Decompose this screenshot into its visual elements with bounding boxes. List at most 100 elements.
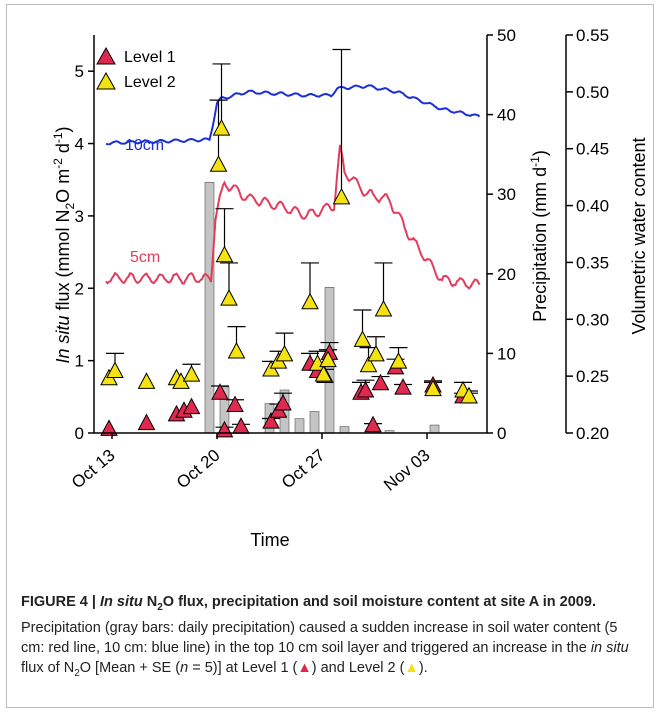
error-bars bbox=[106, 48, 478, 431]
caption-b5: O [Mean + SE ( bbox=[79, 659, 181, 676]
precipitation-axis: 0 10 20 30 40 50 bbox=[486, 26, 516, 443]
x-tick-label: Nov 03 bbox=[380, 446, 433, 495]
left-tick-label: 3 bbox=[75, 207, 84, 226]
level1-point bbox=[274, 393, 292, 411]
level2-point bbox=[227, 341, 246, 359]
caption-level1-symbol: ▲ bbox=[297, 659, 312, 676]
legend-level2-label: Level 2 bbox=[124, 74, 176, 91]
level2-point bbox=[182, 365, 201, 382]
caption-t1: In situ bbox=[100, 594, 143, 610]
caption-b6: n bbox=[180, 659, 189, 676]
figure-frame bbox=[6, 4, 654, 708]
caption-t4: O flux, precipitation and soil moisture … bbox=[162, 594, 596, 610]
vwc-tick-label: 0.25 bbox=[576, 367, 609, 386]
precip-tick-label: 40 bbox=[497, 106, 516, 125]
level1-point bbox=[137, 413, 156, 431]
precip-bar bbox=[339, 426, 350, 434]
precipitation-bars bbox=[204, 181, 440, 434]
figure-caption: FIGURE 4 | In situ N2O flux, precipitati… bbox=[21, 592, 641, 684]
level1-point bbox=[262, 412, 280, 429]
caption-b4: 2 bbox=[74, 667, 80, 679]
level1-point bbox=[100, 419, 118, 436]
left-tick-label: 0 bbox=[75, 424, 84, 443]
left-tick-label: 5 bbox=[75, 62, 84, 81]
level2-point bbox=[209, 155, 228, 172]
level2-point bbox=[220, 289, 238, 306]
vwc-tick-label: 0.20 bbox=[576, 424, 609, 443]
label-10cm: 10cm bbox=[125, 137, 164, 154]
level2-point bbox=[106, 361, 124, 378]
precip-bar bbox=[204, 181, 215, 434]
level2-point bbox=[137, 372, 156, 389]
x-axis-title: Time bbox=[250, 530, 289, 550]
caption-fig-label: FIGURE 4 | bbox=[21, 594, 100, 610]
caption-level2-symbol: ▲ bbox=[404, 659, 419, 676]
x-tick-label: Oct 13 bbox=[68, 446, 119, 493]
soil-moisture-5cm-line bbox=[105, 144, 481, 290]
legend-level2-marker bbox=[96, 71, 116, 90]
precip-bar bbox=[429, 424, 440, 434]
vwc-tick-label: 0.55 bbox=[576, 26, 609, 45]
level1-point bbox=[394, 378, 412, 395]
precip-tick-label: 0 bbox=[497, 424, 506, 443]
left-y-axis: 0 1 2 3 4 5 bbox=[75, 35, 95, 443]
level2-point bbox=[389, 352, 408, 369]
x-tick-label: Oct 27 bbox=[278, 446, 329, 493]
x-axis: Oct 13 Oct 20 Oct 27 Nov 03 bbox=[68, 432, 487, 495]
label-5cm: 5cm bbox=[130, 249, 160, 266]
x-tick-label: Oct 20 bbox=[173, 446, 224, 493]
caption-b3: flux of N bbox=[21, 659, 75, 676]
level1-point bbox=[232, 417, 250, 434]
vwc-axis: 0.20 0.25 0.30 0.35 0.40 0.45 0.50 0.55 bbox=[565, 26, 609, 443]
vwc-tick-label: 0.35 bbox=[576, 253, 609, 272]
caption-t3: 2 bbox=[157, 601, 163, 613]
level2-point bbox=[353, 330, 372, 347]
level2-point bbox=[460, 386, 478, 404]
left-tick-label: 1 bbox=[75, 352, 84, 371]
precip-tick-label: 50 bbox=[497, 26, 516, 45]
flux-markers bbox=[100, 119, 478, 438]
caption-b9: ). bbox=[418, 659, 428, 676]
left-axis-title: In situ flux (mmol N2O m-2 d-1) bbox=[51, 126, 77, 363]
precip-tick-label: 20 bbox=[497, 265, 516, 284]
level2-point bbox=[367, 344, 385, 362]
level2-point bbox=[424, 379, 442, 397]
vwc-tick-label: 0.45 bbox=[576, 140, 609, 159]
level1-point bbox=[182, 397, 201, 415]
vwc-tick-label: 0.50 bbox=[576, 83, 609, 102]
level2-point bbox=[301, 292, 319, 310]
caption-b1: Precipitation (gray bars: daily precipit… bbox=[21, 619, 618, 656]
legend-level1-label: Level 1 bbox=[124, 49, 176, 66]
legend: Level 1 Level 2 bbox=[96, 46, 176, 91]
level2-point bbox=[314, 365, 333, 382]
left-tick-label: 4 bbox=[75, 135, 84, 154]
caption-b7: = 5)] at Level 1 ( bbox=[188, 659, 298, 676]
caption-b8: ) and Level 2 ( bbox=[311, 659, 405, 676]
legend-level1-marker bbox=[96, 46, 116, 65]
level2-point bbox=[215, 245, 234, 263]
soil-moisture-10cm-line bbox=[105, 84, 481, 146]
vwc-tick-label: 0.30 bbox=[576, 310, 609, 329]
level1-point bbox=[364, 415, 382, 433]
precip-axis-title: Precipitation (mm d-1) bbox=[528, 150, 550, 322]
vwc-axis-title: Volumetric water content bbox=[629, 137, 649, 334]
level2-point bbox=[374, 299, 393, 317]
level1-point bbox=[371, 373, 390, 391]
level2-point bbox=[359, 355, 378, 373]
level1-point bbox=[215, 420, 234, 438]
level1-point bbox=[211, 383, 229, 400]
precip-bar bbox=[294, 418, 305, 434]
level2-point bbox=[212, 119, 231, 136]
caption-b2: in situ bbox=[590, 639, 629, 656]
caption-t2: N bbox=[142, 594, 158, 610]
level2-point bbox=[332, 187, 351, 205]
level2-point bbox=[319, 350, 337, 368]
vwc-tick-label: 0.40 bbox=[576, 197, 609, 216]
level1-point bbox=[226, 395, 244, 413]
precip-tick-label: 10 bbox=[497, 344, 516, 363]
precip-tick-label: 30 bbox=[497, 185, 516, 204]
level2-point bbox=[275, 344, 294, 362]
left-tick-label: 2 bbox=[75, 279, 84, 298]
level1-point bbox=[356, 380, 375, 398]
